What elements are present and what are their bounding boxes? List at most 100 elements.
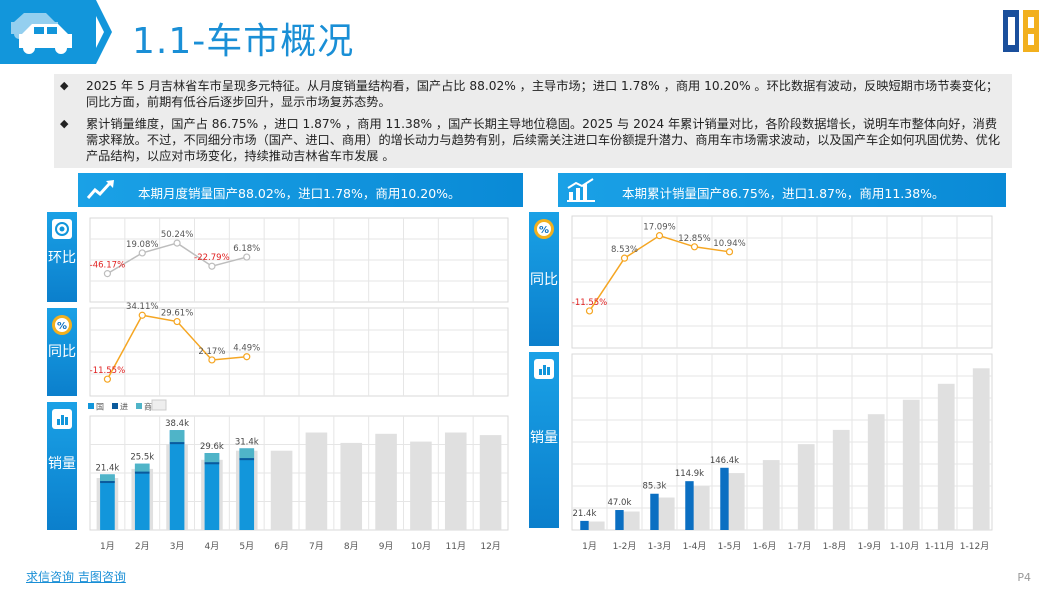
- cum-data-label: 47.0k: [608, 498, 632, 508]
- period-tick-label: 1-6月: [753, 541, 777, 552]
- sales-data-label: 29.6k: [200, 442, 224, 452]
- bullet-1-text: 2025 年 5 月吉林省车市呈现多元特征。从月度销量结构看，国产占比 88.0…: [86, 79, 999, 109]
- cum-yoy-data-label: -11.55%: [572, 298, 607, 308]
- period-tick-label: 1-8月: [823, 541, 847, 552]
- yoy-point: [208, 356, 216, 364]
- period-tick-label: 1-10月: [890, 541, 919, 552]
- bullet-mark: ◆: [60, 117, 69, 130]
- cum-data-label: 85.3k: [643, 482, 667, 492]
- left-banner: 本期月度销量国产88.02%，进口1.78%，商用10.20%。: [78, 173, 523, 207]
- yoy-data-label: 4.49%: [233, 344, 260, 354]
- yoy-point: [103, 375, 112, 383]
- sales-2024-bar: [479, 435, 502, 530]
- period-tick-label: 1-9月: [858, 541, 882, 552]
- mom-data-label: 19.08%: [126, 240, 158, 250]
- cum-yoy-point: [655, 232, 664, 240]
- tab-sales-right-label: 销量: [530, 430, 558, 446]
- yoy-point: [243, 353, 251, 361]
- cum-yoy-data-label: 12.85%: [678, 234, 710, 244]
- sales-2024-bar: [270, 450, 293, 530]
- yoy-data-label: 29.61%: [161, 309, 193, 319]
- bullet-mark: ◆: [60, 79, 69, 92]
- month-tick-label: 3月: [170, 541, 185, 552]
- cum-2024-bar: [762, 460, 780, 530]
- cum-2025-bar: [615, 510, 624, 530]
- bar-chart-icon: [534, 359, 554, 379]
- period-tick-label: 1-12月: [960, 541, 989, 552]
- sales-data-label: 21.4k: [95, 463, 119, 473]
- month-tick-label: 12月: [480, 541, 500, 552]
- mom-data-label: 50.24%: [161, 230, 193, 240]
- yoy-point: [173, 317, 181, 326]
- tab-mom: 环比: [47, 212, 77, 302]
- tab-sales-right: 销量: [529, 352, 559, 528]
- sales-commercial-bar: [134, 463, 150, 472]
- month-tick-label: 8月: [344, 541, 359, 552]
- trend-line-icon: [86, 180, 114, 199]
- cum-2024-bar: [692, 486, 710, 530]
- sales-data-label: 38.4k: [165, 419, 189, 429]
- sales-commercial-bar: [204, 453, 220, 463]
- yoy-data-label: 2.17%: [198, 347, 225, 357]
- cum-2025-bar: [685, 481, 694, 530]
- header-chevron-icon: [88, 0, 112, 64]
- month-tick-label: 5月: [239, 541, 254, 552]
- yoy-data-label: 34.11%: [126, 302, 158, 312]
- bar-trend-icon: [567, 178, 595, 202]
- left-monthly-charts: -46.17% 19.08%50.24% -22.79% 6.18% -11.55% 34…: [88, 217, 509, 552]
- mom-point: [103, 270, 112, 278]
- sales-data-label: 31.4k: [235, 437, 259, 447]
- bar-chart-icon: [52, 409, 72, 429]
- cum-2024-bar: [797, 444, 815, 530]
- header-car-block: [0, 0, 96, 64]
- svg-text:%: %: [539, 225, 549, 236]
- cum-2025-bar: [720, 467, 729, 530]
- tab-yoy-left: % 同比: [47, 308, 77, 396]
- sales-import-bar: [169, 442, 185, 445]
- page-title: 1.1-车市概况: [132, 21, 355, 62]
- cum-2024-bar: [727, 473, 745, 530]
- cum-data-label: 21.4k: [573, 509, 597, 519]
- month-tick-label: 10月: [411, 541, 431, 552]
- sales-import-bar: [204, 462, 220, 465]
- legend-label: 国: [96, 403, 104, 412]
- sales-domestic-bar: [204, 453, 220, 530]
- legend-toggle: [151, 399, 167, 411]
- sales-domestic-bar: [169, 430, 185, 530]
- tab-yoy-right-label: 同比: [530, 272, 558, 288]
- cum-2025-bar: [650, 493, 659, 530]
- legend-swatch: [112, 403, 118, 409]
- bullet-2-text: 累计销量维度，国产占 86.75% ，进口 1.87% ，商用 11.38% ，…: [86, 117, 1001, 163]
- mom-data-label: -22.79%: [194, 253, 229, 263]
- cum-2024-bar: [937, 383, 955, 530]
- cum-yoy-point: [690, 243, 699, 251]
- legend-swatch: [88, 403, 94, 409]
- cum-2024-bar: [622, 511, 640, 530]
- month-tick-label: 9月: [379, 541, 394, 552]
- sales-commercial-bar: [239, 448, 255, 459]
- cum-2024-bar: [657, 497, 675, 530]
- sales-2024-bar: [444, 432, 467, 530]
- sales-2024-bar: [410, 441, 432, 530]
- left-banner-text: 本期月度销量国产88.02%，进口1.78%，商用10.20%。: [138, 186, 461, 201]
- sales-import-bar: [100, 481, 115, 484]
- period-tick-label: 1-7月: [788, 541, 812, 552]
- sales-commercial-bar: [169, 430, 185, 443]
- cum-2025-bar: [580, 520, 589, 530]
- car-icon: [11, 13, 72, 54]
- month-tick-label: 7月: [309, 541, 324, 552]
- cum-data-label: 114.9k: [675, 469, 704, 479]
- cum-2024-bar: [832, 429, 850, 530]
- mom-point: [208, 262, 216, 270]
- mom-point: [173, 239, 181, 247]
- legend-label: 进: [120, 403, 128, 412]
- cum-yoy-data-label: 8.53%: [611, 245, 638, 255]
- mom-data-label: 6.18%: [233, 244, 260, 254]
- legend-label: 商: [144, 402, 152, 412]
- cum-2024-bar: [867, 414, 885, 530]
- footer-link[interactable]: 求信咨询 吉图咨询: [26, 570, 126, 584]
- period-tick-label: 1-5月: [718, 541, 742, 552]
- tab-mom-label: 环比: [48, 250, 76, 266]
- cum-yoy-point: [585, 307, 594, 315]
- sales-domestic-bar: [100, 474, 115, 530]
